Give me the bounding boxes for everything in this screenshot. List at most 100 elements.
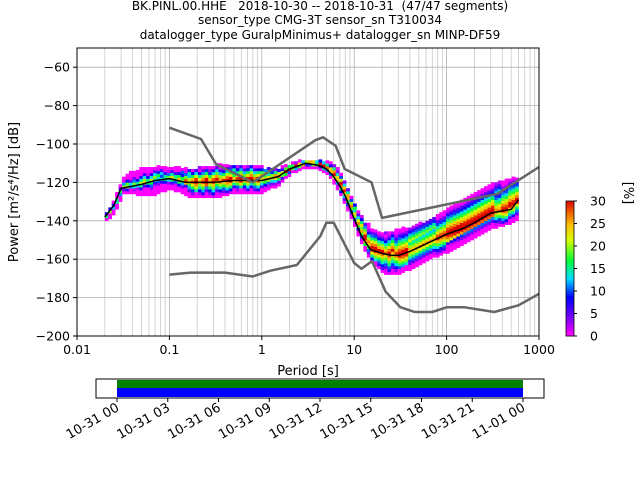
density-cell	[253, 168, 257, 172]
density-cell	[277, 183, 281, 187]
density-cell	[149, 190, 154, 194]
density-cell	[501, 186, 506, 190]
density-cell	[432, 254, 437, 258]
density-cell	[156, 191, 161, 195]
density-cell	[173, 166, 178, 170]
density-cell	[235, 191, 240, 195]
density-cell	[170, 172, 175, 176]
density-cell	[339, 184, 343, 188]
density-cell	[446, 236, 450, 240]
density-cell	[487, 218, 492, 223]
density-cell	[373, 238, 378, 242]
density-cell	[146, 184, 150, 188]
density-cell	[428, 241, 433, 246]
density-cell	[253, 188, 257, 192]
density-cell	[387, 231, 392, 235]
density-cell	[253, 170, 257, 175]
density-cell	[187, 194, 192, 199]
density-cell	[211, 186, 216, 190]
density-cell	[418, 253, 423, 257]
density-cell	[156, 168, 161, 172]
density-cell	[418, 236, 423, 240]
density-cell	[459, 205, 464, 209]
density-cell	[280, 168, 285, 172]
density-cell	[473, 215, 478, 219]
density-cell	[335, 187, 340, 191]
density-cell	[273, 185, 278, 189]
density-cell	[359, 215, 364, 219]
density-cell	[473, 192, 478, 196]
density-cell	[159, 168, 164, 173]
density-cell	[142, 192, 147, 197]
density-cell	[146, 187, 150, 191]
density-cell	[466, 204, 471, 208]
density-cell	[504, 181, 509, 185]
density-cell	[497, 189, 502, 193]
density-cell	[415, 226, 419, 230]
density-cell	[149, 181, 154, 185]
density-cell	[259, 188, 264, 192]
density-cell	[263, 189, 268, 193]
density-cell	[446, 210, 450, 214]
density-cell	[442, 210, 447, 214]
density-cell	[359, 220, 364, 224]
density-cell	[404, 239, 409, 243]
y-tick-label: −120	[36, 175, 70, 190]
density-cell	[453, 243, 457, 248]
density-cell	[139, 178, 144, 182]
density-cell	[266, 167, 271, 171]
density-cell	[270, 179, 275, 183]
density-cell	[487, 210, 492, 214]
density-cell	[404, 267, 409, 272]
density-cell	[442, 213, 447, 217]
density-cell	[122, 176, 126, 180]
density-cell	[384, 231, 388, 235]
density-cell	[425, 220, 430, 224]
density-cell	[508, 218, 512, 223]
density-cell	[428, 224, 433, 228]
density-cell	[404, 227, 409, 231]
density-cell	[466, 236, 471, 240]
density-cell	[190, 177, 195, 181]
density-cell	[201, 177, 206, 181]
density-cell	[411, 265, 416, 270]
density-cell	[297, 159, 302, 163]
density-cell	[394, 228, 399, 232]
colorbar-cell	[566, 275, 574, 278]
density-cell	[273, 176, 278, 180]
density-cell	[218, 174, 223, 178]
density-cell	[456, 221, 461, 225]
density-cell	[163, 168, 168, 173]
density-cell	[194, 194, 199, 199]
y-tick-label: −80	[44, 98, 70, 113]
density-cell	[415, 243, 419, 248]
density-cell	[173, 168, 178, 173]
density-cell	[146, 192, 150, 197]
density-cell	[153, 175, 157, 179]
density-cell	[194, 192, 199, 196]
density-cell	[184, 187, 188, 191]
density-cell	[363, 228, 368, 232]
colorbar-tick-label: 30	[590, 194, 606, 209]
timeline-tick-label: 10-31 18	[368, 400, 426, 442]
density-cell	[411, 257, 416, 261]
density-cell	[197, 177, 202, 181]
density-cell	[439, 246, 443, 250]
density-cell	[187, 171, 192, 176]
density-cell	[484, 226, 488, 230]
density-cell	[132, 188, 137, 192]
density-cell	[166, 187, 171, 191]
density-cell	[470, 225, 474, 229]
density-cell	[149, 184, 154, 188]
density-cell	[463, 235, 468, 239]
colorbar-tick-label: 5	[590, 306, 598, 321]
density-cell	[366, 240, 371, 244]
density-cell	[280, 176, 285, 180]
density-cell	[446, 218, 450, 223]
density-cell	[390, 271, 395, 275]
density-cell	[335, 184, 340, 188]
density-cell	[480, 205, 485, 209]
density-cell	[504, 184, 509, 188]
density-cell	[328, 164, 333, 168]
density-cell	[215, 192, 219, 196]
